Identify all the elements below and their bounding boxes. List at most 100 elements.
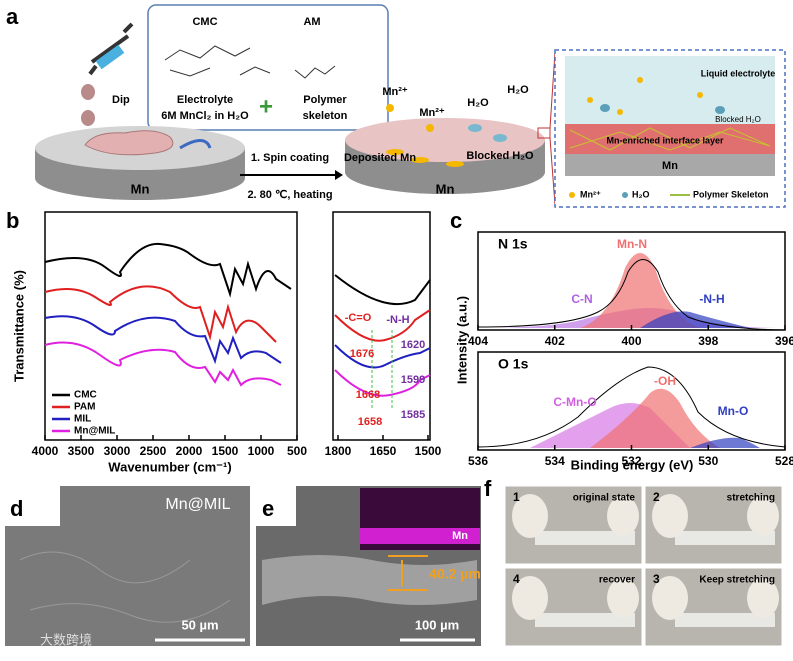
skeleton-label: skeleton bbox=[303, 110, 348, 122]
tick-label: 500 bbox=[287, 444, 307, 458]
glove bbox=[652, 494, 688, 538]
photo-index: 1 bbox=[513, 490, 520, 504]
inset-label: Blocked H₂O bbox=[715, 115, 761, 124]
electrolyte-detail: 6M MnCl₂ in H₂O bbox=[161, 110, 249, 122]
photo-index: 3 bbox=[653, 572, 660, 586]
tick-label: 3500 bbox=[68, 444, 95, 458]
photo-caption: stretching bbox=[727, 493, 775, 504]
glove bbox=[607, 578, 639, 618]
ruler bbox=[535, 613, 635, 627]
tick-label: 404 bbox=[468, 334, 488, 348]
blocked-label: Blocked H₂O bbox=[466, 150, 534, 162]
panel-e: e Mn 40.2 µm 100 µm bbox=[256, 486, 481, 646]
tick-label: 2500 bbox=[140, 444, 167, 458]
dip-label: Dip bbox=[112, 94, 130, 106]
tick-label: 4000 bbox=[32, 444, 59, 458]
tick-label: 396 bbox=[775, 334, 793, 348]
plus: + bbox=[259, 93, 273, 120]
electrolyte-label: Electrolyte bbox=[177, 94, 233, 106]
inset-label: Mn bbox=[662, 160, 678, 172]
tick-label: 536 bbox=[468, 454, 488, 468]
annotation: 1658 bbox=[358, 416, 382, 428]
axis-title: Wavenumber (cm⁻¹) bbox=[108, 459, 231, 474]
tick-label: 398 bbox=[698, 334, 718, 348]
panel-a: a Dip CMC AM Electrolyte 6M MnCl₂ in H₂O… bbox=[6, 4, 786, 208]
panel-label: d bbox=[10, 496, 23, 521]
photo-caption: original state bbox=[573, 493, 636, 504]
peak-label: -N-H bbox=[699, 292, 724, 306]
plot-title: O 1s bbox=[498, 356, 529, 372]
photo-index: 2 bbox=[653, 490, 660, 504]
peak-label: -OH bbox=[654, 374, 676, 388]
step-label: 2. 80 ℃, heating bbox=[247, 189, 332, 201]
ruler bbox=[675, 613, 775, 627]
deposited-label: Deposited Mn bbox=[344, 152, 416, 164]
legend-label: MIL bbox=[74, 414, 91, 425]
inset-label: Liquid electrolyte bbox=[701, 68, 776, 78]
syringe-body bbox=[95, 44, 125, 70]
substrate-label: Mn bbox=[131, 181, 150, 196]
panel-label: a bbox=[6, 4, 19, 29]
tick-label: 532 bbox=[621, 454, 641, 468]
tick-label: 528 bbox=[775, 454, 793, 468]
element-label: Mn bbox=[452, 530, 468, 542]
panel-label: f bbox=[484, 476, 492, 501]
materials-box bbox=[147, 4, 389, 131]
tick-label: 534 bbox=[545, 454, 565, 468]
legend-label: H₂O bbox=[632, 189, 650, 199]
photo-index: 4 bbox=[513, 572, 520, 586]
step-label: 1. Spin coating bbox=[251, 152, 329, 164]
ruler bbox=[535, 531, 635, 545]
panel-c: c 404 402 400 398 396 536 534 532 530 528 N 1s Mn… bbox=[450, 208, 793, 473]
molecule bbox=[164, 45, 271, 77]
sample-label: Mn@MIL bbox=[165, 496, 230, 513]
tick-label: 1800 bbox=[325, 444, 352, 458]
glove bbox=[747, 496, 779, 536]
annotation: 1668 bbox=[356, 389, 380, 401]
glove bbox=[512, 494, 548, 538]
tick-label: 1500 bbox=[415, 444, 442, 458]
panel-label: b bbox=[6, 208, 19, 233]
syringe bbox=[88, 22, 134, 76]
glove bbox=[607, 496, 639, 536]
thickness-label: 40.2 µm bbox=[429, 566, 481, 582]
photo-caption: Keep stretching bbox=[699, 575, 775, 586]
polymer-label: Polymer bbox=[303, 94, 347, 106]
am-label: AM bbox=[303, 16, 320, 28]
peak-label: C-Mn-O bbox=[553, 395, 596, 409]
tick-label: 2000 bbox=[176, 444, 203, 458]
glove bbox=[512, 576, 548, 620]
scale-label: 50 µm bbox=[181, 617, 218, 632]
panel-f: f 1 original state 2 stretching 4 recover 3 Kee… bbox=[484, 476, 783, 647]
water-label: H₂O bbox=[467, 97, 489, 109]
panel-d: d Mn@MIL 50 µm 大数跨境 bbox=[5, 486, 250, 647]
tick-label: 1650 bbox=[370, 444, 397, 458]
legend-label: Polymer Skeleton bbox=[693, 189, 769, 199]
legend-label: Mn²⁺ bbox=[580, 189, 601, 199]
annotation: 1620 bbox=[401, 339, 425, 351]
panel-label: c bbox=[450, 208, 462, 233]
cmc-label: CMC bbox=[192, 16, 217, 28]
annotation: 1676 bbox=[350, 348, 374, 360]
legend-label: CMC bbox=[74, 390, 97, 401]
glove bbox=[652, 576, 688, 620]
axis-title: Intensity (a.u.) bbox=[454, 296, 469, 384]
legend-label: PAM bbox=[74, 402, 95, 413]
peak-label: Mn-N bbox=[617, 237, 647, 251]
photo-caption: recover bbox=[599, 575, 635, 586]
substrate-label: Mn bbox=[436, 181, 455, 196]
glove bbox=[747, 578, 779, 618]
tick-label: 1500 bbox=[212, 444, 239, 458]
peak-label: C-N bbox=[571, 292, 592, 306]
annotation: 1585 bbox=[401, 409, 425, 421]
ruler bbox=[675, 531, 775, 545]
ion-label: Mn²⁺ bbox=[382, 86, 408, 98]
inset-label: Mn-enriched interface layer bbox=[606, 135, 724, 145]
ion-label: Mn²⁺ bbox=[419, 107, 445, 119]
legend-label: Mn@MIL bbox=[74, 426, 115, 437]
annotation: 1599 bbox=[401, 374, 425, 386]
panel-label: e bbox=[262, 496, 274, 521]
peak-label: Mn-O bbox=[718, 404, 749, 418]
scale-label: 100 µm bbox=[415, 617, 459, 632]
